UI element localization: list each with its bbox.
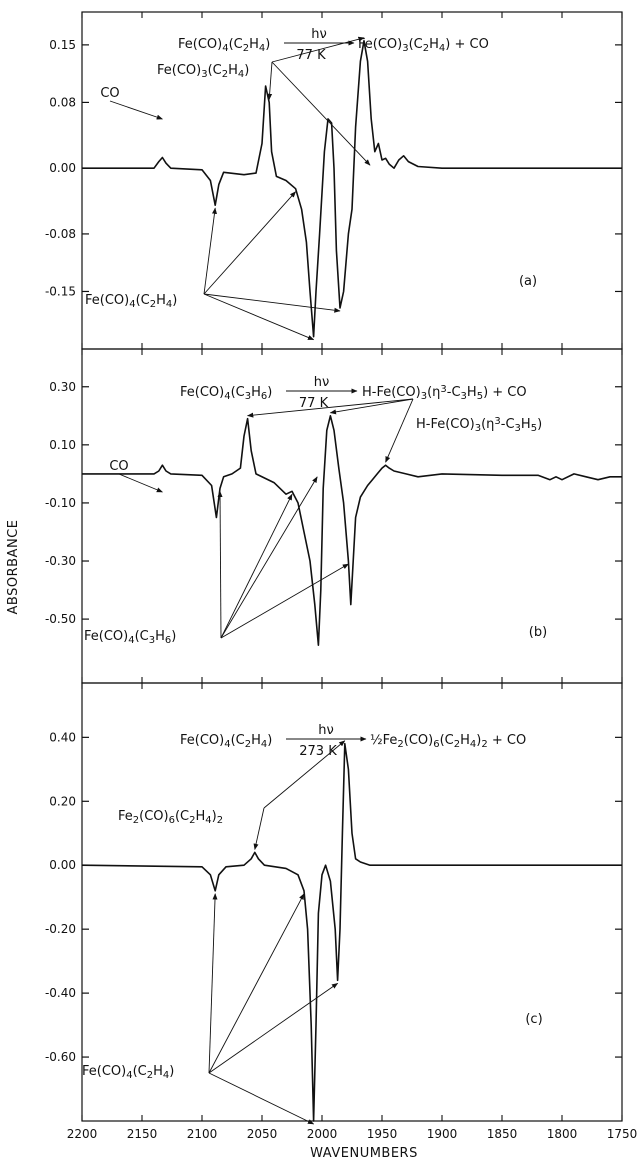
y-tick-label: 0.20 (49, 794, 76, 808)
reaction-reactant: Fe(CO)4(C2H4) (180, 733, 272, 750)
reaction-reactant: Fe(CO)4(C3H6) (180, 385, 272, 402)
spectrum-line-a (82, 40, 622, 338)
reactant-arrow (203, 207, 217, 295)
product-arrow (246, 398, 414, 418)
reactant-label: Fe(CO)4(C2H4) (82, 1064, 174, 1081)
co-label: CO (109, 459, 128, 474)
x-tick-label: 2050 (247, 1127, 278, 1141)
product-arrow (329, 398, 414, 415)
reactant-arrow (208, 893, 305, 1074)
x-tick-label: 2200 (67, 1127, 98, 1141)
x-tick-label: 1800 (547, 1127, 578, 1141)
y-tick-label: -0.30 (45, 554, 76, 568)
y-axis-label: ABSORBANCE (6, 520, 21, 615)
reaction-condition-light: hν (314, 375, 330, 390)
spectrum-line-c (81, 742, 622, 1122)
reactant-label: Fe(CO)4(C2H4) (85, 293, 177, 310)
reactant-arrow (208, 1072, 315, 1125)
x-tick-label: 2000 (307, 1127, 338, 1141)
reaction-products: ½Fe2(CO)6(C2H4)2 + CO (370, 733, 526, 750)
reactant-arrow (203, 191, 297, 295)
reaction-condition-light: hν (311, 27, 327, 42)
y-tick-label: 0.00 (49, 161, 76, 175)
x-tick-label: 1850 (487, 1127, 518, 1141)
reactant-arrow (220, 563, 349, 639)
reaction-reactant: Fe(CO)4(C2H4) (178, 37, 270, 54)
y-tick-label: -0.40 (45, 986, 76, 1000)
y-tick-label: -0.20 (45, 922, 76, 936)
reaction-condition-light: hν (318, 723, 334, 738)
reaction-condition-temperature: 77 K (296, 48, 326, 63)
co-arrow (118, 473, 163, 493)
x-tick-label: 2100 (187, 1127, 218, 1141)
reactant-arrow (220, 493, 293, 639)
product-arrow (253, 807, 265, 851)
reactant-arrow (217, 490, 223, 639)
panel-label-b: (b) (529, 625, 547, 640)
x-tick-label: 1900 (427, 1127, 458, 1141)
panel-b: 0.30 0.10 -0.10 -0.30 -0.50 Fe(CO)4(C3H6) hν 77… (45, 348, 623, 684)
y-tick-label: -0.60 (45, 1050, 76, 1064)
y-tick-label: -0.50 (45, 612, 76, 626)
y-tick-label: 0.00 (49, 858, 76, 872)
product-label: Fe(CO)3(C2H4) (157, 63, 249, 80)
x-tick-label: 2150 (127, 1127, 158, 1141)
reaction-products: H-Fe(CO)3(η3-C3H5) + CO (362, 384, 527, 402)
reactant-arrow (203, 293, 315, 341)
y-tick-label: 0.15 (49, 38, 76, 52)
product-arrow (271, 36, 365, 63)
co-arrow (109, 100, 163, 120)
reactant-arrow (220, 476, 318, 639)
panel-frame (81, 682, 623, 1122)
product-label: Fe2(CO)6(C2H4)2 (118, 809, 223, 826)
x-tick-label: 1750 (607, 1127, 638, 1141)
product-arrow (385, 398, 414, 463)
panel-a: 0.15 0.08 0.00 -0.08 -0.15 Fe(CO)4(C2H4) hν 77 … (45, 11, 623, 350)
product-label: H-Fe(CO)3(η3-C3H5) (416, 416, 542, 434)
y-tick-label: -0.15 (45, 284, 76, 298)
y-tick-label: -0.08 (45, 227, 76, 241)
panel-label-a: (a) (519, 274, 537, 289)
product-arrow (271, 61, 371, 166)
reactant-arrow (208, 893, 218, 1074)
y-tick-label: 0.40 (49, 730, 76, 744)
x-tick-label: 1950 (367, 1127, 398, 1141)
reactant-arrow (208, 982, 339, 1074)
product-arrow (263, 740, 346, 809)
reactant-arrow (203, 293, 341, 313)
y-tick-label: 0.08 (49, 95, 76, 109)
panel-label-c: (c) (525, 1012, 542, 1027)
reaction-products: Fe(CO)3(C2H4) + CO (358, 37, 489, 54)
y-tick-label: 0.10 (49, 438, 76, 452)
x-axis-ticks: 2200 2150 2100 2050 2000 1950 1900 1850 1800 1750 (67, 1127, 638, 1141)
reactant-label: Fe(CO)4(C3H6) (84, 629, 176, 646)
spectrum-line-b (82, 415, 622, 646)
y-tick-label: 0.30 (49, 380, 76, 394)
x-axis-label: WAVENUMBERS (310, 1146, 418, 1161)
y-tick-label: -0.10 (45, 496, 76, 510)
reaction-condition-temperature: 77 K (299, 396, 329, 411)
panel-c: 0.40 0.20 0.00 -0.20 -0.40 -0.60 Fe(CO)4(C2H4)… (45, 682, 623, 1125)
product-arrow (267, 61, 273, 101)
co-label: CO (100, 86, 119, 101)
